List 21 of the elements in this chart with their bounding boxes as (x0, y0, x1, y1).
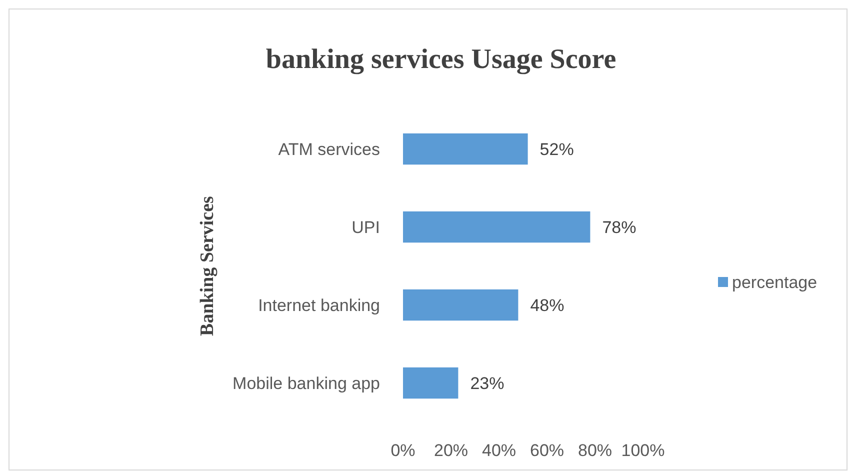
bar (403, 289, 518, 321)
legend-label: percentage (732, 272, 818, 292)
x-tick-label: 40% (482, 441, 516, 460)
y-tick-label: ATM services (278, 140, 380, 159)
bar (403, 133, 528, 165)
chart-title: banking services Usage Score (266, 44, 616, 75)
x-tick-label: 60% (530, 441, 564, 460)
y-tick-label: Internet banking (258, 296, 380, 315)
x-tick-label: 100% (621, 441, 665, 460)
text: 78% (602, 218, 636, 237)
y-axis-title: Banking Services (197, 196, 218, 336)
y-tick-label: UPI (352, 218, 380, 237)
bar (403, 211, 590, 243)
text: 52% (540, 140, 574, 159)
text: 23% (470, 374, 504, 393)
bar (403, 367, 458, 399)
x-tick-label: 80% (578, 441, 612, 460)
text: 48% (530, 296, 564, 315)
y-tick-label: Mobile banking app (232, 374, 380, 393)
x-tick-label: 0% (390, 441, 416, 460)
x-tick-label: 20% (434, 441, 468, 460)
